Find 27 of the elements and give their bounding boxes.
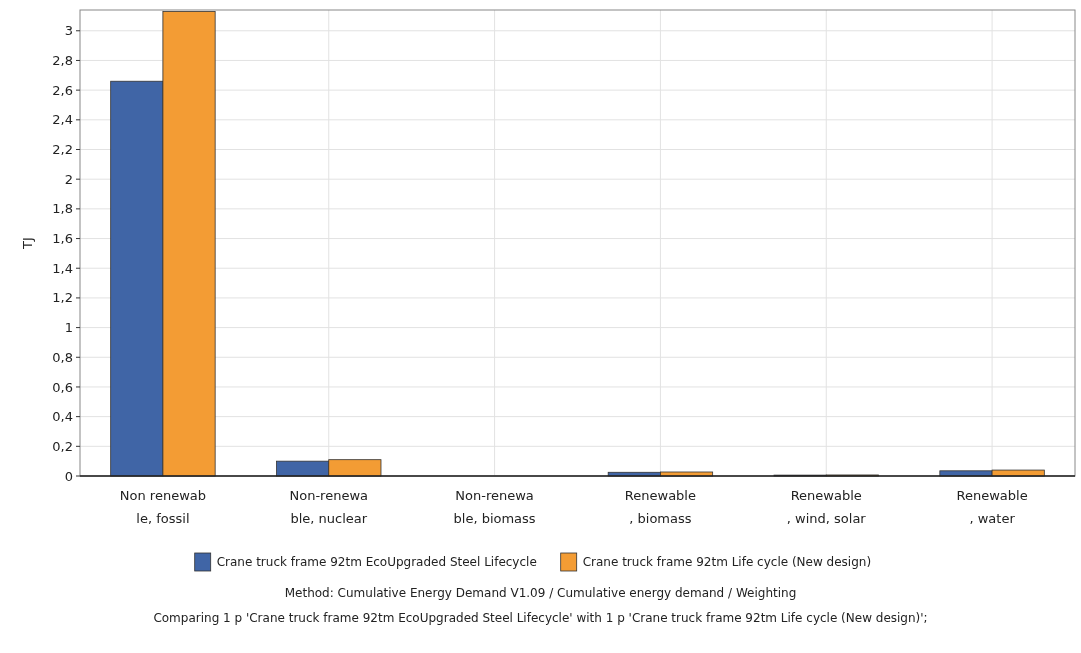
y-tick-label: 2,4: [52, 112, 73, 128]
x-tick-label: Non renewab le, fossil: [119, 488, 207, 526]
y-tick-label: 2: [64, 171, 73, 187]
y-tick-label: 1,4: [52, 260, 73, 276]
y-tick-label: 1,8: [52, 201, 73, 217]
y-tick-label: 0,4: [52, 409, 73, 425]
y-tick-label: 0,8: [52, 349, 73, 365]
y-tick-label: 1: [64, 320, 73, 336]
x-tick-label: Non-renewa ble, biomass: [453, 488, 536, 526]
y-tick-label: 0: [64, 468, 73, 484]
y-tick-label: 1,2: [52, 290, 73, 306]
text: Comparing 1 p 'Crane truck frame 92tm EcoUpgraded Steel Lifecycle' with 1 p 'Crane truck frame 92tm Life cycle (New design)';: [153, 611, 928, 625]
y-tick-label: 1,6: [52, 231, 73, 247]
y-tick-label: 2,6: [52, 82, 73, 98]
y-axis-title: TJ: [20, 237, 35, 250]
legend-label: Crane truck frame 92tm EcoUpgraded Steel Lifecycle: [216, 555, 537, 570]
y-tick-label: 3: [64, 23, 73, 39]
y-tick-label: 0,6: [52, 379, 73, 395]
text: Method: Cumulative Energy Demand V1.09 / Cumulative energy demand / Weighting: [284, 586, 797, 600]
x-tick-label: Renewable , wind, solar: [786, 488, 867, 526]
y-tick-label: 2,2: [52, 142, 73, 158]
legend-label: Crane truck frame 92tm Life cycle (New design): [582, 555, 872, 570]
x-tick-label: Non-renewa ble, nuclear: [289, 488, 369, 526]
x-tick-label: Renewable , biomass: [624, 488, 696, 526]
x-tick-label: Renewable , water: [956, 488, 1028, 526]
y-tick-label: 0,2: [52, 438, 73, 454]
y-tick-label: 2,8: [52, 53, 73, 69]
